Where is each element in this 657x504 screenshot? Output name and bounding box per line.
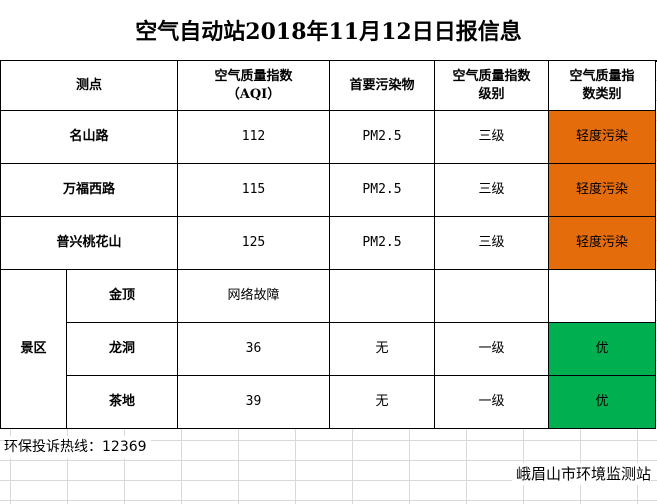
aqi-level: 一级	[434, 375, 549, 429]
header-level: 空气质量指数 级别	[434, 60, 549, 111]
header-row: 测点 空气质量指数 （AQI） 首要污染物 空气质量指数 级别 空气质量指 数类…	[0, 60, 656, 111]
primary-pollutant: 无	[329, 375, 435, 429]
header-category-line2: 数类别	[582, 86, 622, 102]
aqi-level	[434, 269, 549, 323]
header-category-line1: 空气质量指	[569, 68, 635, 84]
aqi-value: 125	[177, 216, 330, 270]
aqi-category: 优	[548, 322, 656, 376]
aqi-value: 网络故障	[177, 269, 330, 323]
table-row: 名山路 112 PM2.5 三级 轻度污染	[0, 110, 656, 164]
aqi-level: 一级	[434, 322, 549, 376]
aqi-level: 三级	[434, 216, 549, 270]
site-name: 茶地	[66, 375, 178, 429]
header-level-line1: 空气质量指数	[452, 68, 531, 84]
primary-pollutant: PM2.5	[329, 110, 435, 164]
site-name: 金顶	[66, 269, 178, 323]
aqi-value: 112	[177, 110, 330, 164]
aqi-report-table: 测点 空气质量指数 （AQI） 首要污染物 空气质量指数 级别 空气质量指 数类…	[0, 60, 656, 429]
aqi-level: 三级	[434, 110, 549, 164]
site-name: 名山路	[0, 110, 178, 164]
table-row: 普兴桃花山 125 PM2.5 三级 轻度污染	[0, 216, 656, 270]
aqi-category: 轻度污染	[548, 216, 656, 270]
site-name: 万福西路	[0, 163, 178, 217]
site-name: 龙洞	[66, 322, 178, 376]
scenic-zone-label: 景区	[0, 269, 67, 429]
aqi-value: 115	[177, 163, 330, 217]
table-row: 万福西路 115 PM2.5 三级 轻度污染	[0, 163, 656, 217]
header-site: 测点	[0, 60, 178, 111]
header-aqi: 空气质量指数 （AQI）	[177, 60, 330, 111]
issuing-station: 峨眉山市环境监测站	[511, 463, 651, 485]
aqi-category: 轻度污染	[548, 110, 656, 164]
header-aqi-line2: （AQI）	[226, 86, 281, 102]
aqi-value: 36	[177, 322, 330, 376]
report-title: 空气自动站2018年11月12日日报信息	[0, 0, 657, 62]
aqi-value: 39	[177, 375, 330, 429]
table-row: 景区 金顶 网络故障	[0, 269, 656, 429]
table-row: 茶地 39 无 一级 优	[1, 375, 656, 429]
table-row: 龙洞 36 无 一级 优	[1, 322, 656, 376]
primary-pollutant: PM2.5	[329, 216, 435, 270]
header-category: 空气质量指 数类别	[548, 60, 656, 111]
primary-pollutant: 无	[329, 322, 435, 376]
aqi-category	[548, 269, 656, 323]
primary-pollutant: PM2.5	[329, 163, 435, 217]
header-level-line2: 级别	[478, 86, 505, 102]
aqi-level: 三级	[434, 163, 549, 217]
primary-pollutant	[329, 269, 435, 323]
complaint-hotline: 环保投诉热线：12369	[4, 436, 151, 458]
header-pollutant: 首要污染物	[329, 60, 435, 111]
aqi-category: 轻度污染	[548, 163, 656, 217]
site-name: 普兴桃花山	[0, 216, 178, 270]
aqi-category: 优	[548, 375, 656, 429]
header-aqi-line1: 空气质量指数	[214, 68, 293, 84]
